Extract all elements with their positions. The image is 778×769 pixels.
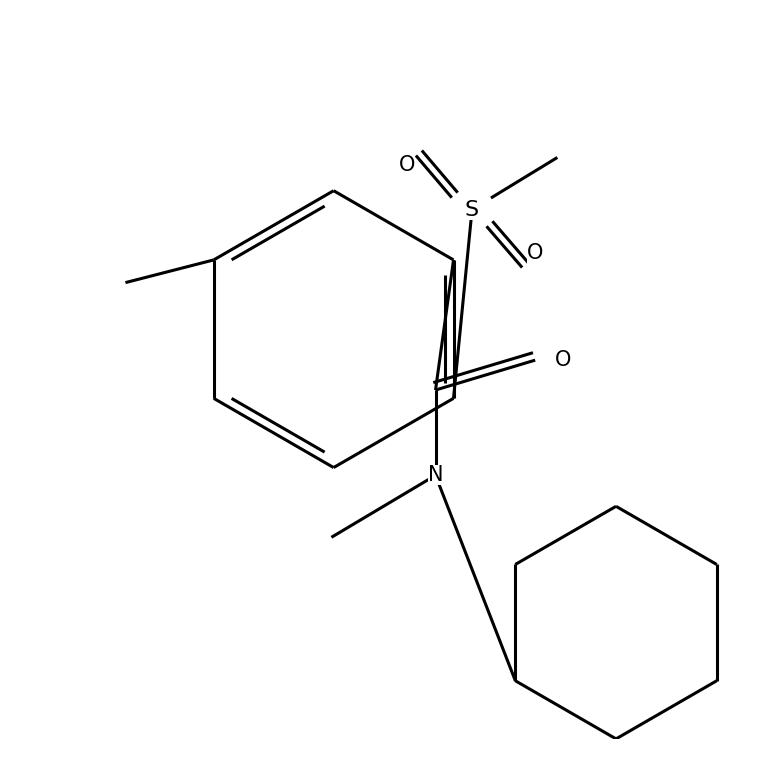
Text: O: O: [398, 155, 415, 175]
Text: O: O: [555, 350, 572, 370]
Text: O: O: [527, 243, 543, 263]
Text: N: N: [428, 465, 443, 485]
Text: S: S: [465, 199, 479, 219]
